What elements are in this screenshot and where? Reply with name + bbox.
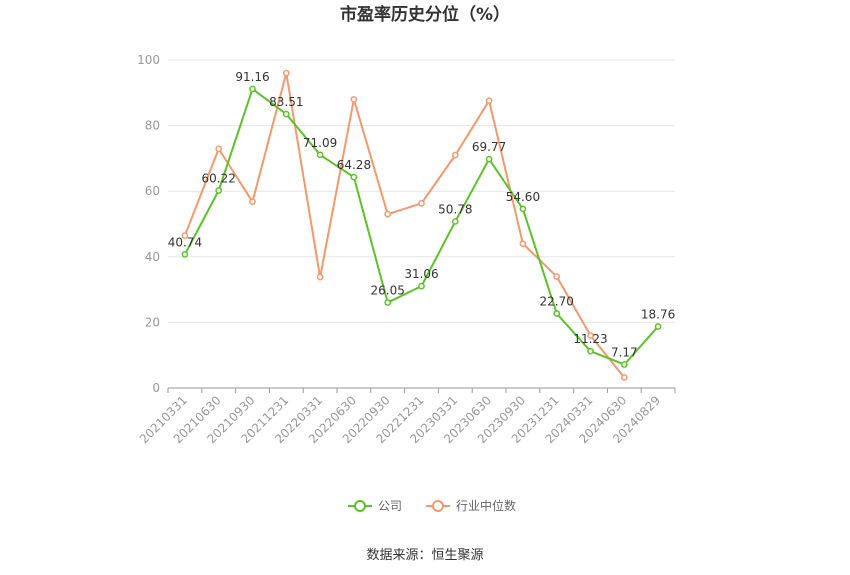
data-point[interactable] — [215, 187, 223, 194]
data-point[interactable] — [249, 85, 256, 93]
data-point[interactable] — [587, 332, 594, 339]
y-tick-label: 0 — [152, 381, 160, 395]
data-source-note: 数据来源：恒生聚源 — [366, 548, 483, 563]
data-label: 69.77 — [472, 140, 506, 154]
data-point[interactable] — [316, 151, 324, 159]
data-point[interactable] — [350, 173, 358, 181]
y-tick-label: 100 — [137, 53, 160, 67]
legend-marker — [432, 500, 444, 512]
data-point[interactable] — [451, 218, 459, 225]
legend-label: 公司 — [378, 499, 402, 513]
data-point[interactable] — [553, 310, 561, 317]
legend-item[interactable]: 行业中位数 — [426, 498, 516, 513]
data-label: 64.28 — [337, 158, 371, 172]
data-point[interactable] — [485, 155, 493, 163]
data-label: 71.09 — [303, 136, 337, 150]
data-point[interactable] — [418, 199, 425, 207]
data-point[interactable] — [316, 273, 324, 281]
data-point[interactable] — [620, 374, 628, 381]
data-point[interactable] — [519, 240, 527, 248]
data-label: 40.74 — [168, 235, 202, 249]
data-label: 22.70 — [540, 295, 574, 309]
data-point[interactable] — [418, 282, 425, 290]
data-point[interactable] — [350, 96, 358, 103]
data-point[interactable] — [282, 69, 290, 77]
series-layer — [181, 69, 662, 381]
data-point[interactable] — [587, 347, 594, 355]
y-axis: 0 20 40 60 80 100 — [137, 53, 160, 395]
legend-label: 行业中位数 — [456, 498, 516, 513]
data-label: 31.06 — [404, 267, 438, 281]
y-tick-label: 40 — [145, 250, 160, 264]
data-point[interactable] — [654, 323, 662, 330]
data-point[interactable] — [553, 273, 561, 280]
data-label: 26.05 — [371, 284, 405, 298]
legend[interactable]: 公司 行业中位数 — [348, 498, 516, 513]
data-label: 18.76 — [641, 307, 675, 321]
data-point[interactable] — [384, 299, 392, 306]
data-point[interactable] — [215, 145, 223, 153]
series-line — [183, 72, 626, 379]
data-label: 60.22 — [202, 171, 236, 185]
data-point[interactable] — [384, 210, 392, 218]
data-label: 7.17 — [611, 345, 638, 359]
data-point[interactable] — [181, 251, 189, 258]
y-tick-label: 80 — [145, 119, 160, 133]
data-point[interactable] — [519, 205, 527, 213]
data-label: 54.60 — [506, 190, 540, 204]
data-label: 91.16 — [235, 70, 269, 84]
y-tick-label: 60 — [145, 184, 160, 198]
data-label: 11.23 — [573, 332, 607, 346]
data-point[interactable] — [620, 361, 628, 368]
legend-marker — [354, 500, 366, 512]
series-line — [184, 87, 659, 366]
data-point[interactable] — [249, 198, 256, 206]
data-point[interactable] — [451, 151, 459, 159]
data-label: 50.78 — [438, 202, 472, 216]
data-point[interactable] — [282, 110, 290, 118]
data-point[interactable] — [181, 232, 189, 239]
data-label: 83.51 — [269, 95, 303, 109]
x-axis: 2021033120210630202109302021123120220331… — [137, 387, 676, 446]
y-tick-label: 20 — [145, 315, 160, 329]
grid-lines — [168, 59, 675, 323]
chart-title: 市盈率历史分位（%） — [340, 4, 510, 25]
data-point[interactable] — [485, 97, 493, 105]
legend-item[interactable]: 公司 — [348, 499, 402, 513]
